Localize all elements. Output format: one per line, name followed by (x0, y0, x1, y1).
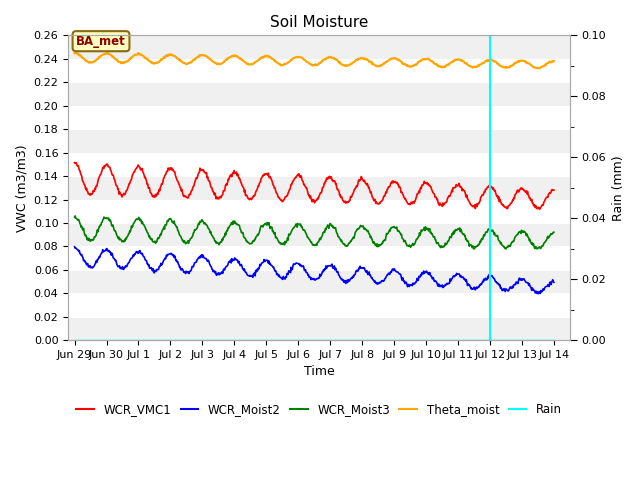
Bar (68, 153, 570, 176)
Bar (68, 270, 570, 293)
X-axis label: Time: Time (303, 365, 334, 379)
Legend: WCR_VMC1, WCR_Moist2, WCR_Moist3, Theta_moist, Rain: WCR_VMC1, WCR_Moist2, WCR_Moist3, Theta_… (72, 398, 566, 420)
Text: BA_met: BA_met (76, 35, 126, 48)
Bar (68, 293, 570, 317)
Bar (68, 176, 570, 200)
Bar (68, 223, 570, 246)
Bar (68, 200, 570, 223)
Title: Soil Moisture: Soil Moisture (270, 15, 368, 30)
Y-axis label: VWC (m3/m3): VWC (m3/m3) (15, 144, 28, 231)
Bar (68, 59, 570, 82)
Y-axis label: Rain (mm): Rain (mm) (612, 155, 625, 221)
Bar (68, 317, 570, 340)
Bar (68, 36, 570, 59)
Bar (68, 129, 570, 153)
Bar (68, 106, 570, 129)
Bar (68, 82, 570, 106)
Bar (68, 246, 570, 270)
